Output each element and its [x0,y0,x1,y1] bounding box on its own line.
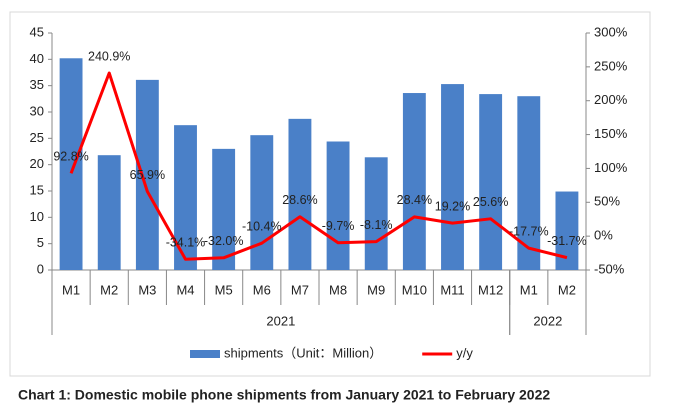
bar [441,84,464,270]
chart-frame [9,11,651,377]
x-tick-label: M9 [367,282,385,297]
x-tick-label: M11 [440,282,464,297]
data-label: 28.6% [282,193,317,207]
data-label: -31.7% [547,234,587,248]
bar [364,157,388,270]
y-tick-label: 30 [30,103,44,118]
data-label: -9.7% [322,219,355,233]
y-tick-label: 40 [30,51,44,66]
x-tick-label: M1 [62,282,80,297]
line [69,71,568,261]
y-tick-label: 0 [37,261,44,276]
bar [555,191,579,270]
y2-tick-label: -50% [594,261,625,276]
y-tick-label: 20 [30,156,44,171]
x-tick-label: M6 [253,282,271,297]
data-label: -8.1% [360,218,393,232]
data-label: 19.2% [435,199,470,213]
y2-tick-label: 250% [594,58,628,73]
bar [326,141,350,270]
data-label: 240.9% [88,49,130,63]
x-tick-label: M2 [100,282,118,297]
bar [97,155,121,270]
x-tick-label: M10 [402,282,427,297]
y2-tick-label: 50% [594,194,620,209]
y2-tick-label: 300% [594,24,628,39]
legend-swatch [190,350,220,358]
bar [250,135,274,270]
data-label: -34.1% [166,236,206,250]
data-label: -17.7% [509,224,549,238]
y2-tick-label: 150% [594,126,628,141]
x-tick-label: M5 [215,282,233,297]
x-tick-label: M3 [138,282,156,297]
x-tick-label: M12 [478,282,503,297]
x-tick-label: M4 [176,282,194,297]
y2-tick-label: 100% [594,160,628,175]
data-label: 25.6% [473,195,508,209]
data-label: 92.8% [53,150,88,164]
y-tick-label: 10 [30,209,44,224]
data-label: -32.0% [204,234,244,248]
y-tick-label: 45 [30,24,44,39]
y2-tick-label: 200% [594,92,628,107]
x-tick-label: M2 [558,282,576,297]
bar [288,118,312,270]
legend-label: shipments（Unit：Million） [224,345,382,360]
bar [212,148,236,270]
group-label: 2021 [266,313,295,328]
y-tick-label: 25 [30,130,44,145]
legend-label: y/y [456,345,473,360]
data-label: 65.9% [130,168,165,182]
group-label: 2022 [533,313,562,328]
y-tick-label: 15 [30,182,44,197]
x-tick-label: M1 [520,282,538,297]
y-tick-label: 35 [30,77,44,92]
y2-tick-label: 0% [594,228,613,243]
bar [479,94,503,271]
chart-title: Chart 1: Domestic mobile phone shipments… [18,387,550,403]
bar [59,58,83,270]
x-tick-label: M8 [329,282,347,297]
data-label: 28.4% [397,193,432,207]
x-tick-label: M7 [291,282,309,297]
bar [174,125,197,271]
bar [402,93,426,270]
y-tick-label: 5 [37,235,44,250]
bar [517,96,541,270]
bar [135,79,159,270]
data-label: -10.4% [242,219,282,233]
